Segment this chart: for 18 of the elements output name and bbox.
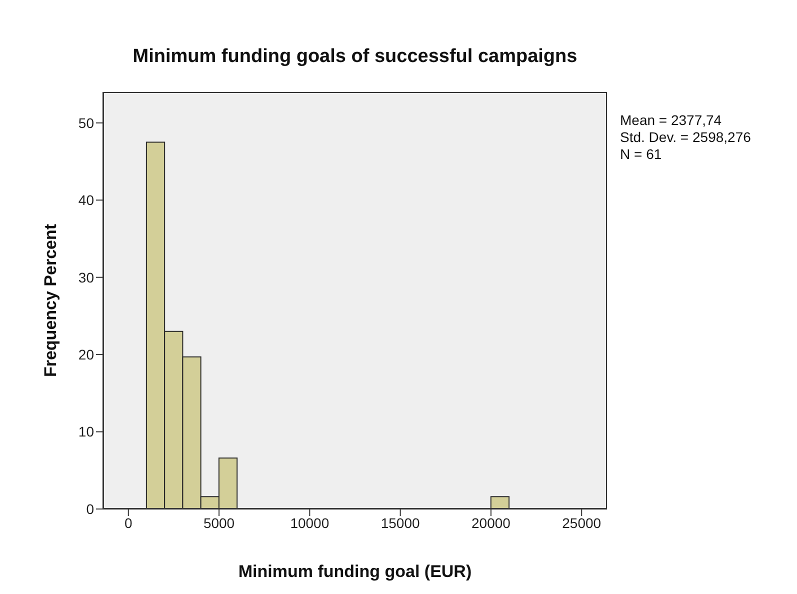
x-tick-label: 20000 (472, 514, 511, 531)
x-tick-label: 10000 (290, 514, 330, 531)
x-axis-title: Minimum funding goal (EUR) (238, 562, 472, 581)
y-tick-label: 40 (78, 192, 94, 208)
x-tick-label: 5000 (203, 514, 235, 531)
chart-title: Minimum funding goals of successful campaigns (132, 46, 578, 68)
y-axis-title: Frequency Percent (41, 224, 60, 378)
y-tick-label: 10 (78, 424, 94, 440)
y-tick-label: 50 (78, 114, 94, 131)
x-tick-label: 25000 (562, 514, 602, 531)
y-tick-label: 20 (78, 346, 94, 363)
x-tick-label: 0 (124, 514, 132, 531)
text: Mean = 2377,74 (620, 112, 723, 129)
x-tick-label: 15000 (380, 514, 420, 531)
text: N = 61 (620, 146, 663, 163)
y-tick-label: 0 (86, 500, 94, 517)
text: Std. Dev. = 2598,276 (620, 129, 751, 146)
y-tick-label: 30 (78, 269, 94, 286)
